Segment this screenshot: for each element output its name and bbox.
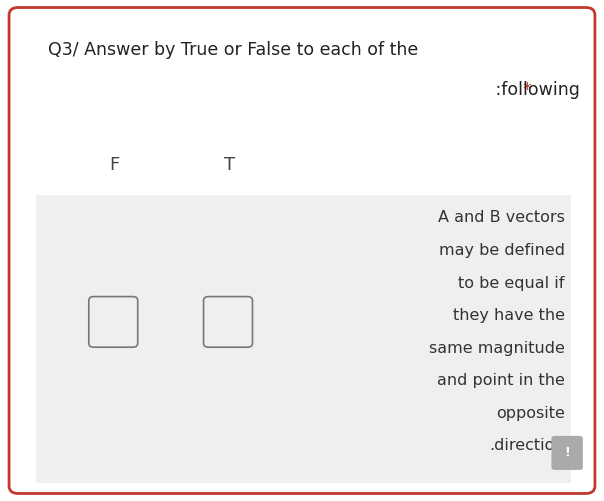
Text: same magnitude: same magnitude [429,341,565,356]
FancyBboxPatch shape [551,436,583,470]
Text: T: T [224,156,235,174]
Text: may be defined: may be defined [439,243,565,258]
Text: F: F [110,156,120,174]
Text: A and B vectors: A and B vectors [438,210,565,225]
FancyBboxPatch shape [89,297,138,347]
Text: opposite: opposite [496,406,565,421]
Text: to be equal if: to be equal if [458,276,565,291]
Text: they have the: they have the [453,308,565,323]
FancyBboxPatch shape [204,297,252,347]
FancyBboxPatch shape [9,8,595,493]
Bar [36,195,571,483]
Text: *: * [523,81,532,99]
Text: .direction: .direction [489,438,565,453]
Text: Q3/ Answer by True or False to each of the: Q3/ Answer by True or False to each of t… [48,41,419,59]
Text: :following: :following [490,81,580,99]
Text: and point in the: and point in the [437,373,565,388]
Text: !: ! [564,446,570,459]
